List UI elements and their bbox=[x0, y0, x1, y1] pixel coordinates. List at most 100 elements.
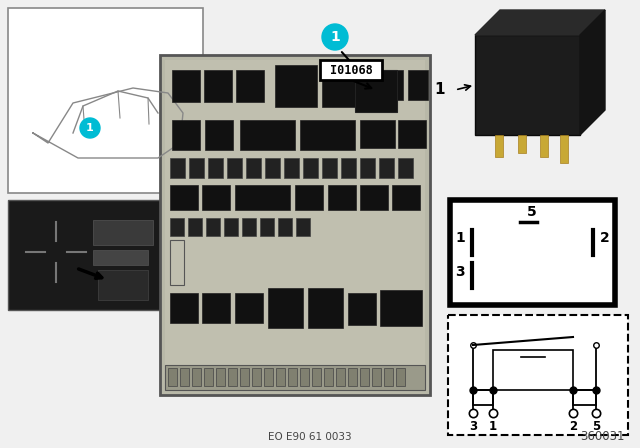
Text: 1: 1 bbox=[86, 123, 94, 133]
Text: 1: 1 bbox=[435, 82, 445, 98]
Bar bbox=[206, 218, 220, 236]
Bar bbox=[172, 70, 200, 102]
Bar bbox=[240, 120, 295, 150]
Polygon shape bbox=[580, 10, 605, 135]
Text: 3: 3 bbox=[469, 421, 477, 434]
Bar bbox=[328, 185, 356, 210]
Bar bbox=[475, 35, 580, 135]
Bar bbox=[236, 70, 264, 102]
Text: 5: 5 bbox=[592, 421, 600, 434]
Bar bbox=[93, 220, 153, 245]
Bar bbox=[170, 158, 185, 178]
Text: 3: 3 bbox=[455, 265, 465, 279]
Bar bbox=[360, 368, 369, 386]
Bar bbox=[355, 70, 397, 112]
Bar bbox=[265, 158, 280, 178]
Bar bbox=[170, 185, 198, 210]
Bar bbox=[8, 200, 163, 310]
Bar bbox=[322, 65, 364, 107]
Text: 2: 2 bbox=[569, 421, 577, 434]
Circle shape bbox=[322, 24, 348, 50]
Bar bbox=[188, 218, 202, 236]
Bar bbox=[396, 368, 405, 386]
Bar bbox=[165, 60, 425, 390]
Bar bbox=[275, 65, 317, 107]
Bar bbox=[540, 135, 548, 157]
Circle shape bbox=[80, 118, 100, 138]
Bar bbox=[228, 368, 237, 386]
Bar bbox=[360, 158, 375, 178]
Bar bbox=[560, 135, 568, 163]
Bar bbox=[240, 368, 249, 386]
Bar bbox=[573, 390, 596, 405]
Text: 5: 5 bbox=[527, 205, 537, 219]
Bar bbox=[170, 293, 198, 323]
Bar bbox=[264, 368, 273, 386]
Bar bbox=[260, 218, 274, 236]
Bar bbox=[235, 293, 263, 323]
Bar bbox=[235, 185, 290, 210]
Bar bbox=[8, 8, 203, 193]
Bar bbox=[379, 158, 394, 178]
Bar bbox=[348, 368, 357, 386]
Bar bbox=[360, 185, 388, 210]
Bar bbox=[202, 185, 230, 210]
Bar bbox=[312, 368, 321, 386]
Bar bbox=[322, 158, 337, 178]
Bar bbox=[172, 120, 200, 150]
Bar bbox=[93, 250, 148, 265]
Bar bbox=[518, 135, 526, 153]
Bar bbox=[384, 368, 393, 386]
Bar bbox=[341, 158, 356, 178]
Text: 1: 1 bbox=[330, 30, 340, 44]
Text: 1: 1 bbox=[455, 231, 465, 245]
Bar bbox=[202, 293, 230, 323]
Bar bbox=[448, 315, 628, 435]
Bar bbox=[493, 350, 573, 390]
Bar bbox=[170, 240, 184, 285]
Bar bbox=[224, 218, 238, 236]
Bar bbox=[216, 368, 225, 386]
Bar bbox=[288, 368, 297, 386]
Bar bbox=[192, 368, 201, 386]
Bar bbox=[165, 365, 425, 390]
Bar bbox=[295, 185, 323, 210]
Bar bbox=[450, 200, 615, 305]
Bar bbox=[268, 288, 303, 328]
Polygon shape bbox=[475, 10, 605, 35]
Bar bbox=[242, 218, 256, 236]
Bar bbox=[320, 60, 382, 80]
Bar bbox=[98, 270, 148, 300]
Bar bbox=[408, 70, 428, 100]
Text: 2: 2 bbox=[600, 231, 610, 245]
Bar bbox=[246, 158, 261, 178]
Bar bbox=[392, 185, 420, 210]
Bar bbox=[296, 218, 310, 236]
Bar bbox=[160, 55, 430, 395]
Bar bbox=[360, 120, 395, 148]
Bar bbox=[204, 368, 213, 386]
Bar bbox=[205, 120, 233, 150]
Bar bbox=[227, 158, 242, 178]
Bar bbox=[380, 290, 422, 326]
Bar bbox=[348, 293, 376, 325]
Text: 360031: 360031 bbox=[580, 431, 625, 444]
Bar bbox=[375, 70, 403, 100]
Bar bbox=[204, 70, 232, 102]
Bar bbox=[308, 288, 343, 328]
Bar bbox=[300, 120, 355, 150]
Bar bbox=[398, 158, 413, 178]
Bar bbox=[252, 368, 261, 386]
Bar bbox=[495, 135, 503, 157]
Text: 1: 1 bbox=[489, 421, 497, 434]
Bar bbox=[473, 390, 493, 405]
Bar bbox=[324, 368, 333, 386]
Bar bbox=[189, 158, 204, 178]
Bar bbox=[276, 368, 285, 386]
Text: EO E90 61 0033: EO E90 61 0033 bbox=[268, 432, 352, 442]
Bar bbox=[303, 158, 318, 178]
Bar bbox=[208, 158, 223, 178]
Bar bbox=[300, 368, 309, 386]
Bar bbox=[168, 368, 177, 386]
Bar bbox=[170, 218, 184, 236]
